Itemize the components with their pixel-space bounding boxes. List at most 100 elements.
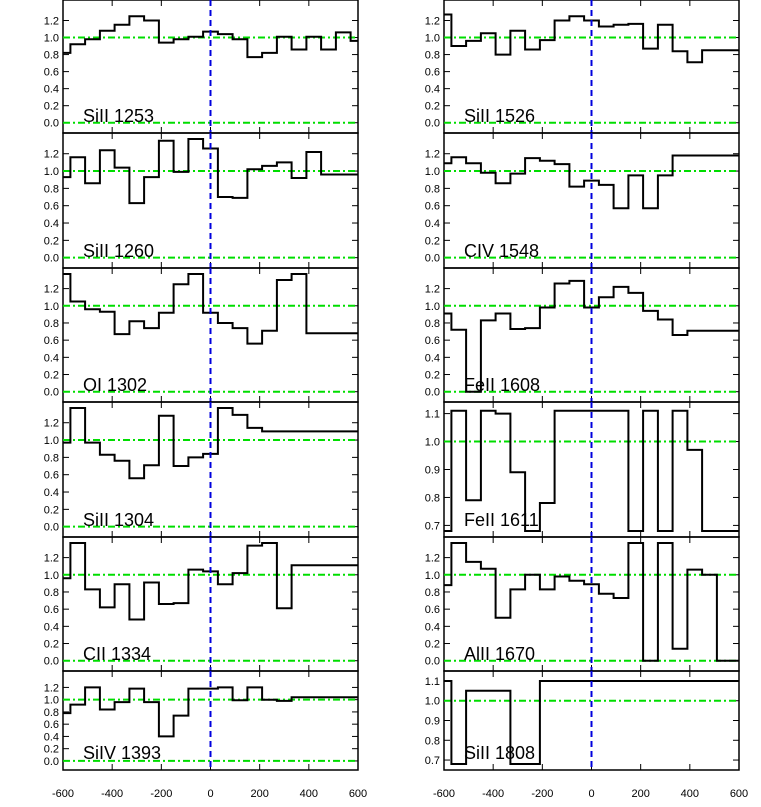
y-tick-label: 0.2	[44, 504, 59, 516]
y-tick-label: 0.6	[425, 604, 440, 616]
y-tick-label: 0.0	[425, 387, 440, 399]
x-tick-label: -400	[482, 788, 504, 800]
y-tick-label: 0.2	[425, 370, 440, 382]
x-tick-label: -200	[150, 788, 172, 800]
x-axis-labels: -600 -400 -200 0 200 400 600 -600 -400 -200 0 200 40…	[52, 788, 748, 800]
y-tick-label: 0.4	[425, 218, 440, 230]
y-tick-label: 0.0	[44, 756, 59, 768]
ion-label: SiII 1808	[464, 743, 535, 763]
ion-label: FeII 1608	[464, 375, 540, 395]
y-tick-label: 1.2	[44, 418, 59, 430]
ion-label: SiII 1304	[83, 510, 154, 530]
y-tick-label: 1.2	[44, 553, 59, 565]
x-tick-label: 400	[300, 788, 318, 800]
y-tick-label: 1.1	[425, 409, 440, 421]
ion-label: CIV 1548	[464, 241, 539, 261]
y-tick-label: 0.0	[44, 387, 59, 399]
y-tick-label: 0.0	[44, 656, 59, 668]
ion-label: OI 1302	[83, 375, 147, 395]
ion-label: CII 1334	[83, 644, 151, 664]
panel-cii-1334: 0.0 0.2 0.4 0.6 0.8 1.0 1.2 CII 1334	[44, 536, 359, 672]
y-tick-label: 0.6	[44, 604, 59, 616]
y-tick-label: 0.8	[425, 183, 440, 195]
y-tick-label: 0.6	[425, 335, 440, 347]
y-tick-label: 1.0	[44, 435, 59, 447]
panel-feii-1608: 0.0 0.2 0.4 0.6 0.8 1.0 1.2 FeII 1608	[425, 267, 740, 403]
y-tick-label: 1.2	[425, 284, 440, 296]
y-tick-label: 1.0	[425, 696, 440, 708]
y-tick-label: 0.4	[44, 621, 59, 633]
x-tick-label: -600	[433, 788, 455, 800]
y-tick-label: 0.4	[425, 352, 440, 364]
y-tick-label: 1.0	[425, 437, 440, 449]
y-tick-label: 0.6	[425, 201, 440, 213]
y-tick-label: 0.6	[425, 67, 440, 79]
y-tick-label: 0.0	[425, 118, 440, 130]
y-tick-label: 0.4	[425, 84, 440, 96]
y-tick-label: 1.2	[44, 284, 59, 296]
y-tick-label: 1.2	[425, 553, 440, 565]
y-tick-label: 1.2	[425, 149, 440, 161]
panel-feii-1611: 0.7 0.8 0.9 1.0 1.1 FeII 1611	[425, 401, 740, 538]
x-tick-label: 200	[631, 788, 649, 800]
y-tick-label: 1.0	[425, 570, 440, 582]
y-tick-label: 0.0	[44, 522, 59, 534]
y-tick-label: 0.8	[44, 587, 59, 599]
y-tick-label: 0.8	[44, 183, 59, 195]
ion-label: FeII 1611	[464, 510, 539, 530]
y-tick-label: 0.8	[425, 492, 440, 504]
y-tick-label: 0.4	[44, 731, 59, 743]
x-tick-label: -200	[531, 788, 553, 800]
y-tick-label: 1.0	[425, 301, 440, 313]
y-tick-label: 0.0	[425, 656, 440, 668]
ion-label: SiII 1260	[83, 241, 154, 261]
y-tick-label: 0.2	[425, 101, 440, 113]
x-tick-label: 200	[250, 788, 268, 800]
spectrum-line	[444, 154, 739, 210]
ion-label: SiII 1526	[464, 106, 535, 126]
panel-oi-1302: 0.0 0.2 0.4 0.6 0.8 1.0 1.2 OI 1302	[44, 267, 359, 403]
ion-label: SiIV 1393	[83, 743, 161, 763]
y-tick-label: 1.2	[44, 682, 59, 694]
y-tick-label: 0.4	[44, 218, 59, 230]
panel-siii-1304: 0.0 0.2 0.4 0.6 0.8 1.0 1.2 SiII 1304	[44, 401, 359, 538]
y-tick-label: 0.0	[44, 253, 59, 265]
spectrum-line	[444, 680, 739, 765]
y-tick-label: 0.8	[44, 707, 59, 719]
y-tick-label: 0.6	[44, 201, 59, 213]
x-tick-label: -600	[52, 788, 74, 800]
panel-siiv-1393: 0.00.20.40.60.81.01.2 SiIV 1393	[44, 670, 359, 771]
panel-civ-1548: 0.0 0.2 0.4 0.6 0.8 1.0 1.2 CIV 1548	[425, 132, 740, 269]
ion-label: AlII 1670	[464, 644, 535, 664]
panel-siii-1808: 0.7 0.8 0.9 1.0 1.1 SiII 1808	[425, 670, 740, 771]
y-tick-label: 0.2	[44, 370, 59, 382]
y-tick-label: 0.8	[44, 318, 59, 330]
y-tick-label: 0.6	[44, 719, 59, 731]
y-tick-label: 0.2	[44, 101, 59, 113]
spectrum-line	[63, 686, 358, 738]
y-tick-label: 0.8	[425, 318, 440, 330]
y-tick-label: 0.2	[425, 235, 440, 247]
spectrum-line	[444, 409, 739, 532]
x-tick-label: 0	[207, 788, 213, 800]
panel-siii-1253: 0.0 0.2 0.4 0.6 0.8 1.0 1.2 SiII 1253	[44, 0, 359, 134]
y-tick-label: 0.4	[44, 487, 59, 499]
spectrum-line	[444, 279, 739, 393]
x-tick-label: 600	[730, 788, 748, 800]
panel-siii-1260: 0.0 0.2 0.4 0.6 0.8 1.0 1.2 SiII 1260	[44, 132, 359, 269]
y-tick-label: 0.6	[44, 335, 59, 347]
y-tick-label: 0.4	[425, 621, 440, 633]
y-tick-label: 0.7	[425, 520, 440, 532]
y-tick-label: 1.1	[425, 676, 440, 688]
x-tick-label: -400	[101, 788, 123, 800]
y-tick-label: 0.8	[425, 735, 440, 747]
spectrum-line	[63, 273, 358, 345]
y-tick-label: 0.2	[44, 639, 59, 651]
y-tick-label: 0.4	[44, 84, 59, 96]
panel-alii-1670: 0.0 0.2 0.4 0.6 0.8 1.0 1.2 AlII 1670	[425, 536, 740, 672]
y-tick-label: 1.0	[44, 570, 59, 582]
y-tick-label: 0.9	[425, 465, 440, 477]
y-tick-label: 0.6	[44, 470, 59, 482]
